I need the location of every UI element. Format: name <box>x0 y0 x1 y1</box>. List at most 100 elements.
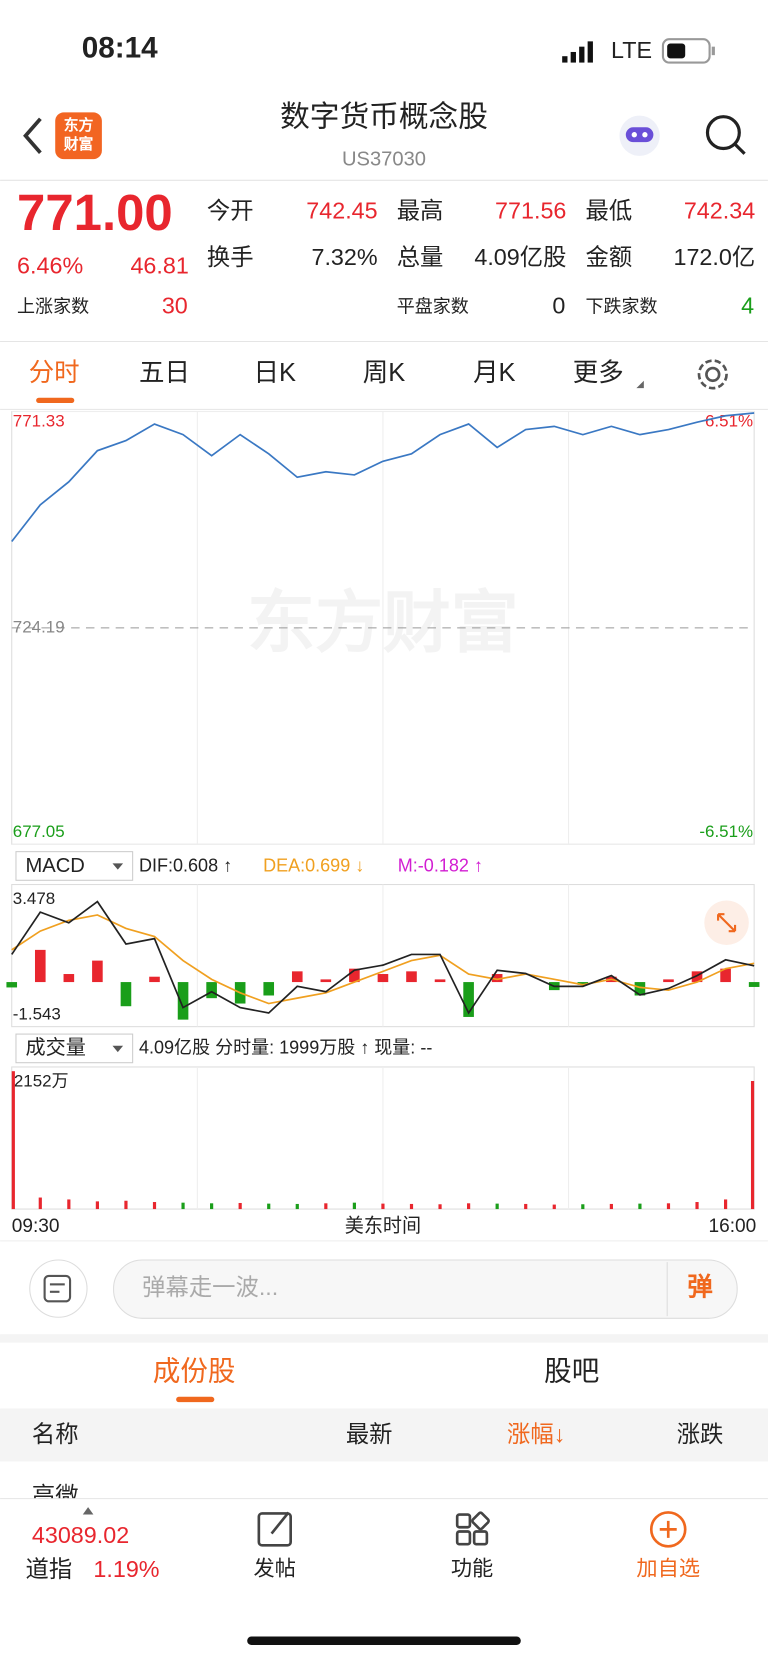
add-watchlist-icon[interactable] <box>649 1511 687 1548</box>
macd-bar <box>406 971 417 983</box>
stat-value: 0 <box>552 293 565 319</box>
stat-label: 今开 <box>207 197 254 223</box>
settings-icon[interactable] <box>697 359 728 390</box>
comment-list-button[interactable] <box>29 1259 88 1318</box>
macd-bar <box>63 974 75 983</box>
section-tab[interactable]: 股吧 <box>544 1356 599 1387</box>
chart-tab[interactable]: 月K <box>473 359 515 387</box>
volume-selector-label: 成交量 <box>26 1036 86 1059</box>
back-button[interactable] <box>23 117 42 154</box>
chart-tab[interactable]: 分时 <box>29 359 80 387</box>
stat-label: 最低 <box>586 197 633 223</box>
section-tab[interactable]: 成份股 <box>153 1356 236 1387</box>
macd-bar <box>177 982 189 1020</box>
volume-bar <box>352 1202 356 1210</box>
expand-button[interactable] <box>704 900 749 945</box>
action-label[interactable]: 发帖 <box>254 1556 296 1580</box>
stock-code: US37030 <box>342 148 426 170</box>
network: LTE <box>611 37 652 63</box>
tab-indicator <box>176 1396 215 1403</box>
index-value[interactable]: 43089.02 <box>32 1522 129 1548</box>
stat-label: 最高 <box>397 197 444 223</box>
stat-value: 742.34 <box>684 197 755 223</box>
column-header[interactable]: 名称 <box>32 1421 79 1447</box>
macd-bar <box>491 974 503 983</box>
chart-tab[interactable]: 日K <box>254 359 296 387</box>
battery-icon <box>661 38 715 64</box>
change: 46.81 <box>130 252 188 278</box>
column-header[interactable]: 最新 <box>346 1421 393 1447</box>
stat-value: 4.09亿股 <box>474 244 566 270</box>
stat-label: 金额 <box>586 244 633 270</box>
more-arrow <box>636 380 644 389</box>
list-header <box>0 1408 768 1462</box>
danmaku-button[interactable]: 弹 <box>687 1273 712 1301</box>
index-name: 道指 <box>26 1556 73 1582</box>
volume-bar <box>750 1080 755 1210</box>
macd-bar <box>349 968 360 983</box>
macd-bar <box>691 971 703 983</box>
dropdown-arrow <box>112 863 124 870</box>
macd-bar <box>263 982 275 996</box>
stat-value: 7.32% <box>311 244 377 270</box>
chart-tab[interactable]: 五日 <box>139 359 190 387</box>
comment-placeholder: 弹幕走一波... <box>142 1274 278 1300</box>
volume-bar <box>238 1202 242 1210</box>
function-icon[interactable] <box>455 1511 490 1546</box>
macd-bar <box>149 976 160 983</box>
y-tick-label: 3.478 <box>13 889 55 908</box>
macd-bar <box>120 982 132 1007</box>
volume-bar <box>95 1201 99 1210</box>
volume-bar <box>552 1204 556 1210</box>
logo[interactable] <box>55 112 102 160</box>
index-pct: 1.19% <box>93 1556 159 1582</box>
macd-bar <box>206 982 217 999</box>
search-icon[interactable] <box>705 115 746 155</box>
macd-bar <box>434 979 446 983</box>
action-label[interactable]: 加自选 <box>636 1556 700 1580</box>
column-header[interactable]: 涨幅↓ <box>507 1421 565 1447</box>
stat-label: 换手 <box>207 244 254 270</box>
volume-bar <box>438 1204 442 1210</box>
macd-bar <box>92 960 103 983</box>
macd-bar <box>663 979 674 983</box>
dea-label: DEA:0.699 ↓ <box>263 855 364 875</box>
volume-bar <box>666 1203 671 1210</box>
stat-value: 30 <box>162 293 188 319</box>
comment-input[interactable] <box>113 1259 738 1319</box>
assistant-icon[interactable] <box>619 115 660 156</box>
macd-selector[interactable] <box>15 851 134 881</box>
stat-value: 172.0亿 <box>673 244 755 270</box>
macd-bar <box>6 982 18 988</box>
expand-arrow[interactable] <box>82 1507 94 1515</box>
status-time: 08:14 <box>82 32 158 65</box>
stat-value: 742.45 <box>306 197 377 223</box>
stat-label: 下跌家数 <box>586 296 658 316</box>
chart-tab[interactable]: 周K <box>363 359 405 387</box>
stat-value: 771.56 <box>495 197 566 223</box>
volume-bar <box>152 1202 157 1210</box>
stat-label: 上涨家数 <box>17 296 89 316</box>
volume-bar <box>581 1204 585 1210</box>
separator <box>0 1334 768 1343</box>
chart-tab[interactable]: 更多 <box>573 359 624 387</box>
stat-value: 4 <box>741 293 754 319</box>
volume-bar <box>495 1203 499 1210</box>
change-pct: 6.46% <box>17 252 83 278</box>
price: 771.00 <box>17 184 173 241</box>
volume-bar <box>381 1203 385 1210</box>
action-label[interactable]: 功能 <box>451 1556 493 1580</box>
macd-bar <box>577 982 589 985</box>
y-tick-label: -1.543 <box>13 1004 61 1023</box>
volume-selector[interactable] <box>15 1033 134 1064</box>
signal-icon <box>562 41 593 63</box>
volume-bar <box>638 1203 642 1210</box>
y-tick-label: 724.19 <box>13 617 65 636</box>
column-header[interactable]: 涨跌 <box>677 1421 724 1447</box>
post-icon[interactable] <box>257 1511 292 1547</box>
macd-selector-label: MACD <box>26 855 85 877</box>
volume-bar <box>11 1071 15 1210</box>
volume-bar <box>695 1202 699 1210</box>
